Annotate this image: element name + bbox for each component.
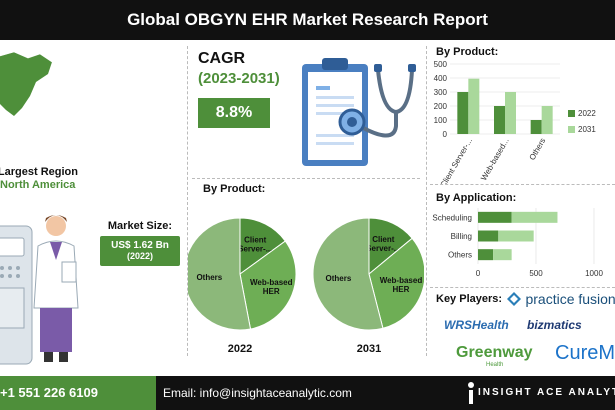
clipboard-stethoscope-icon [302, 58, 416, 166]
y-tick-label: 500 [434, 60, 448, 69]
pie-slice-label: HER [263, 287, 280, 296]
y-tick-label: 400 [434, 74, 448, 83]
pie-slice-label: HER [393, 285, 410, 294]
divider-left [187, 46, 188, 356]
y-tick-label: Scheduling [432, 213, 472, 222]
stacked-bar [478, 249, 494, 261]
pie-slice-label: Web-based [380, 276, 423, 285]
email-link[interactable]: Email: info@insightaceanalytic.com [163, 386, 352, 400]
phone-number[interactable]: +1 551 226 6109 [0, 376, 156, 410]
practice-fusion-icon [507, 291, 521, 306]
pie-slice [368, 237, 424, 329]
logo-greenway-sub: Health [486, 362, 504, 368]
legend-label: 2031 [578, 125, 596, 134]
pie-slice [188, 217, 252, 331]
pie-slice-label: Client [244, 236, 267, 245]
pie-slice [239, 240, 297, 330]
north-america-map [0, 51, 53, 116]
bar [530, 120, 542, 134]
region-label: Largest Region: [0, 166, 78, 178]
application-bar-chart: 0 500 1000 Scheduling Billing Others [432, 208, 603, 278]
market-size-box: US$ 1.62 Bn (2022) [100, 236, 180, 266]
stacked-bar [511, 211, 558, 223]
app-chart-title: By Application: [436, 192, 517, 204]
logo-practice-fusion: practice fusion [507, 290, 615, 310]
legend-label: 2022 [578, 109, 596, 118]
divider-right-h [430, 184, 615, 185]
pie-2022-year: 2022 [228, 343, 252, 355]
pie-slice-label: Server-... [238, 245, 272, 254]
y-tick-label: 100 [434, 116, 448, 125]
pie-slice [312, 217, 384, 331]
legend-swatch [568, 126, 575, 133]
pie-slice-label: Others [196, 273, 222, 282]
logo-wrshealth: WRSHealth [444, 318, 509, 332]
cagr-value: 8.8% [198, 98, 270, 128]
page-title: Global OBGYN EHR Market Research Report [0, 0, 615, 40]
market-size-year: (2022) [126, 251, 153, 261]
logo-greenway: Greenway [456, 344, 533, 361]
pie-slice-label: Client [372, 235, 395, 244]
pie-slice-label: Web-based [250, 278, 293, 287]
x-tick-label: Others [528, 137, 548, 162]
y-tick-label: 300 [434, 88, 448, 97]
pie-2031-year: 2031 [357, 343, 381, 355]
stacked-bar [478, 230, 499, 242]
legend-swatch [568, 110, 575, 117]
doctor-illustration [0, 215, 79, 365]
insight-ace-logo-icon [468, 382, 474, 404]
market-size-value: US$ 1.62 Bn [111, 240, 169, 251]
bar [494, 106, 505, 134]
key-players-label: Key Players: [436, 293, 503, 305]
bar [457, 92, 469, 134]
logo-curemd: CureMD [555, 342, 615, 364]
divider-center-h [192, 178, 420, 179]
pie-section-title: By Product: [203, 183, 266, 195]
pie-slice [239, 217, 287, 275]
bar-chart-title: By Product: [436, 46, 499, 58]
x-tick-label: Web-based... [479, 137, 511, 183]
stacked-bar [493, 249, 512, 261]
product-bar-chart: 0 100 200 300 400 500 Client Server-... Web-ba… [434, 60, 597, 185]
y-tick-label: 0 [443, 130, 448, 139]
bar [468, 78, 480, 134]
x-tick-label: 1000 [585, 269, 603, 278]
y-tick-label: Others [448, 251, 472, 260]
x-tick-label: Client Server-... [438, 137, 474, 185]
stacked-bar [498, 230, 534, 242]
logo-bizmatics: bizmatics [527, 318, 582, 332]
x-tick-label: 500 [529, 269, 543, 278]
divider-right [426, 46, 427, 356]
y-tick-label: Billing [451, 232, 472, 241]
pie-slice-label: Server-... [366, 244, 400, 253]
y-tick-label: 200 [434, 102, 448, 111]
region-value: North America [0, 179, 76, 191]
divider-right-h2 [430, 287, 615, 288]
cagr-period: (2023-2031) [198, 70, 280, 87]
cagr-label: CAGR [198, 50, 246, 67]
bar [505, 92, 516, 134]
x-tick-label: 0 [476, 269, 481, 278]
market-size-label: Market Size: [107, 220, 173, 232]
stacked-bar [478, 211, 512, 223]
pie-slice-label: Others [326, 274, 352, 283]
brand-name: INSIGHT ACE ANALYTIC [478, 387, 615, 398]
bar [541, 106, 553, 134]
